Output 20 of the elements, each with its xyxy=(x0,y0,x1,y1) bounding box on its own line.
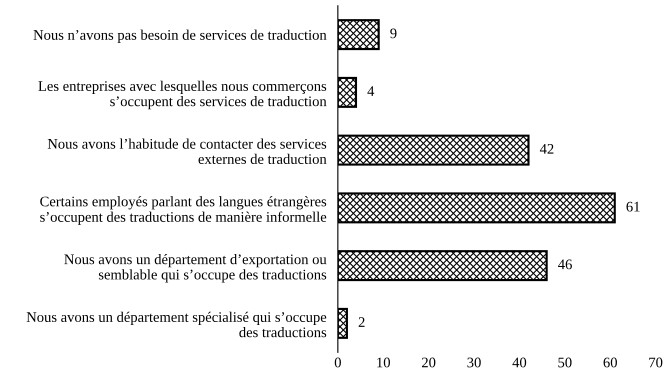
data-label: 2 xyxy=(358,317,365,327)
y-tick-label: Nous avons un département d’exportation ou semblable qui s’occupe des traductions xyxy=(64,254,326,282)
x-tick-label: 60 xyxy=(604,358,617,368)
data-label: 4 xyxy=(367,86,374,96)
data-label: 42 xyxy=(540,144,554,154)
x-tick-label: 20 xyxy=(422,358,436,368)
data-label: 46 xyxy=(558,260,572,270)
data-label: 9 xyxy=(390,28,397,38)
x-tick-label: 30 xyxy=(467,358,481,368)
data-label: 61 xyxy=(626,202,640,212)
y-tick-label: Nous n’avons pas besoin de services de traduction xyxy=(34,30,326,43)
y-tick-label: Certains employés parlant des langues étrangères s’occupent des traductions de manière informelle xyxy=(40,196,326,225)
y-tick-label: Les entreprises avec lesquelles nous commerçons s’occupent des services de traduction xyxy=(38,80,327,110)
x-tick-label: 0 xyxy=(334,358,341,368)
x-tick-label: 50 xyxy=(558,358,572,368)
y-tick-label: Nous avons un département spécialisé qui s’occupe des traductions xyxy=(26,312,326,338)
x-tick-label: 70 xyxy=(649,358,662,368)
x-tick-label: 40 xyxy=(512,358,526,368)
y-tick-label: Nous avons l’habitude de contacter des services externes de traduction xyxy=(48,138,327,164)
x-tick-label: 10 xyxy=(377,358,390,368)
